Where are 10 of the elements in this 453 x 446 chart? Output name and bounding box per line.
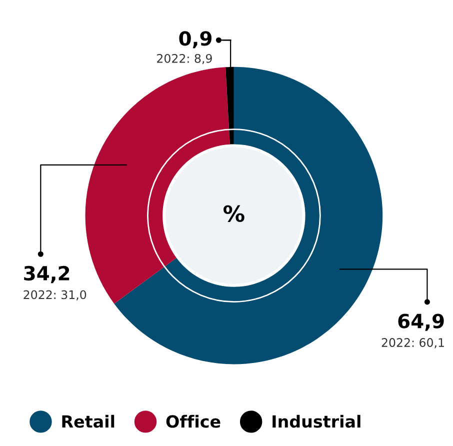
text: 2022: 31,0: [24, 290, 86, 300]
text: 2022: 8,9: [157, 54, 212, 64]
data-label: 0,9: [179, 31, 212, 48]
legend-label: Industrial: [272, 414, 360, 428]
data-label: 34,2: [24, 266, 70, 284]
legend-label: Office: [166, 414, 220, 428]
legend-label: Retail: [62, 414, 114, 428]
data-label: 64,9: [398, 314, 444, 331]
text: %: [224, 205, 244, 222]
text: 2022: 60,1: [382, 338, 444, 348]
